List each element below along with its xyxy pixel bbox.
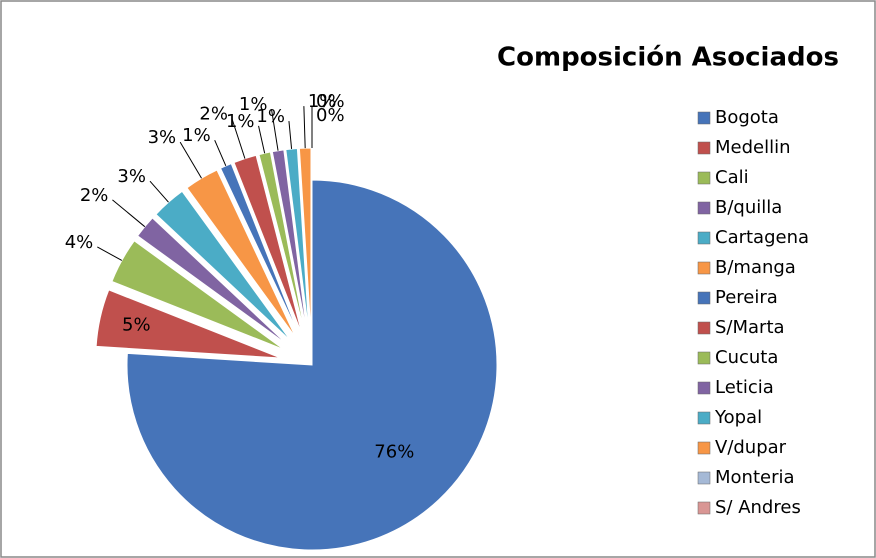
- data-label: 1%: [182, 125, 211, 146]
- data-label: 1%: [239, 94, 268, 115]
- pie-slice: [111, 240, 285, 351]
- legend-swatch: [697, 291, 711, 305]
- legend-label: Yopal: [714, 407, 762, 428]
- data-label: 3%: [148, 127, 177, 148]
- legend-swatch: [697, 111, 711, 125]
- legend-swatch: [697, 231, 711, 245]
- leader-line: [270, 109, 279, 151]
- legend-swatch: [697, 321, 711, 335]
- data-label: 0%: [316, 91, 345, 112]
- leader-line: [149, 180, 169, 203]
- leader-line: [303, 106, 306, 149]
- legend-swatch: [697, 471, 711, 485]
- legend-swatch: [697, 501, 711, 515]
- legend-swatch: [697, 171, 711, 185]
- legend-label: Cali: [715, 167, 749, 188]
- pie-slice: [271, 149, 308, 334]
- data-label: 2%: [80, 185, 109, 206]
- leader-line: [231, 118, 246, 159]
- legend-swatch: [697, 261, 711, 275]
- pie-slice: [258, 151, 306, 334]
- leader-line: [112, 199, 146, 228]
- leader-line: [214, 139, 227, 167]
- legend-label: Bogota: [715, 107, 779, 128]
- pie-slice: [285, 147, 310, 334]
- legend-label: Leticia: [715, 377, 774, 398]
- data-label: 3%: [117, 166, 146, 187]
- legend-swatch: [697, 441, 711, 455]
- legend-label: V/dupar: [715, 437, 787, 458]
- data-label: 1%: [308, 91, 337, 112]
- legend-swatch: [697, 201, 711, 215]
- data-label: 76%: [374, 442, 414, 463]
- data-label: 5%: [122, 315, 151, 336]
- chart-title: Composición Asociados: [497, 43, 839, 73]
- legend-label: S/ Andres: [715, 497, 801, 518]
- legend-label: B/quilla: [715, 197, 782, 218]
- pie-slice: [95, 289, 281, 359]
- data-label: 2%: [199, 104, 228, 125]
- data-label: 4%: [65, 232, 94, 253]
- legend-label: Medellin: [715, 137, 791, 158]
- legend-label: S/Marta: [715, 317, 785, 338]
- pie-slice: [298, 147, 312, 334]
- pie-slice: [126, 179, 498, 551]
- leader-line: [179, 141, 202, 179]
- data-label: 0%: [316, 105, 345, 126]
- legend-label: Cartagena: [715, 227, 809, 248]
- legend-label: Cucuta: [715, 347, 778, 368]
- data-label: 1%: [256, 106, 285, 127]
- data-label: 1%: [226, 111, 255, 132]
- leader-line: [288, 121, 293, 150]
- legend-swatch: [697, 141, 711, 155]
- leader-line: [97, 246, 123, 261]
- leader-line: [258, 125, 266, 154]
- legend-swatch: [697, 411, 711, 425]
- legend-swatch: [697, 381, 711, 395]
- pie-slice: [233, 154, 303, 335]
- legend-label: Monteria: [715, 467, 795, 488]
- legend-label: B/manga: [715, 257, 796, 278]
- legend-swatch: [697, 351, 711, 365]
- legend-label: Pereira: [715, 287, 778, 308]
